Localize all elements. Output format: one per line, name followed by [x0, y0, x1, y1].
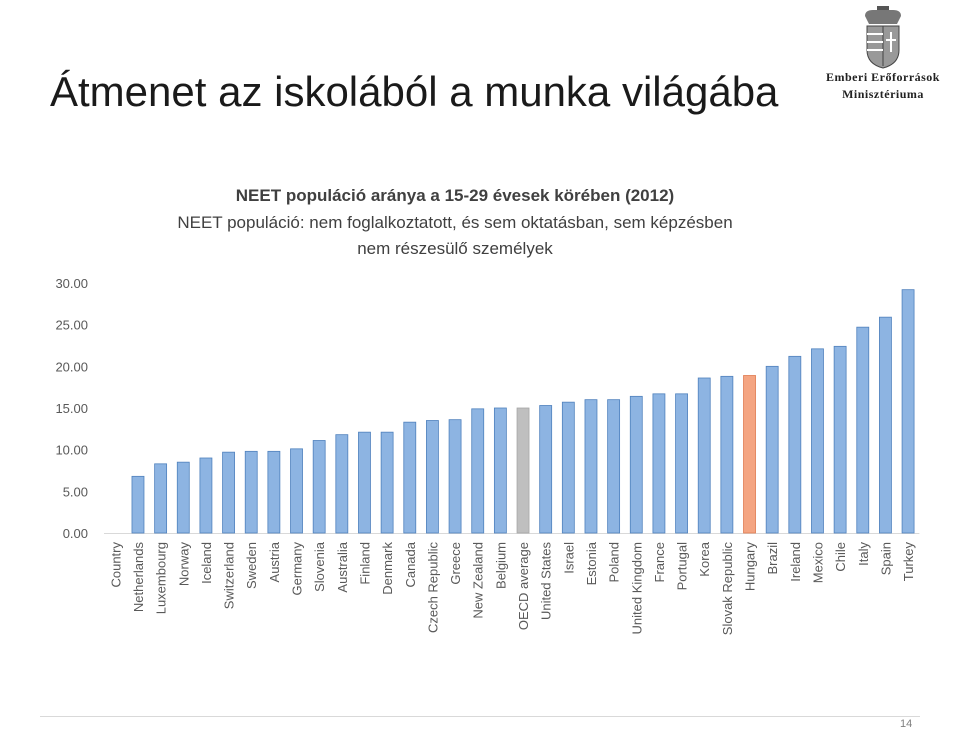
bar-new-zealand [471, 408, 485, 534]
x-tick-label: Netherlands [131, 542, 146, 613]
ministry-name-line2: Minisztériuma [842, 87, 924, 101]
x-tick-label: Norway [176, 542, 191, 587]
bar-australia [335, 434, 349, 534]
x-tick-label: New Zealand [471, 542, 486, 619]
chart-subtitle-line1: NEET populáció: nem foglalkoztatott, és … [177, 213, 733, 232]
bar-canada [403, 421, 417, 534]
bar-belgium [493, 407, 507, 534]
bar-chile [833, 345, 847, 534]
y-tick-label: 30.00 [55, 276, 88, 291]
x-tick-label: Czech Republic [425, 542, 440, 634]
x-tick-label: Iceland [199, 542, 214, 584]
bar-korea [697, 377, 711, 534]
x-tick-label: Spain [878, 542, 893, 575]
bar-czech-republic [426, 420, 439, 534]
x-tick-label: France [652, 542, 667, 582]
x-tick-label: Brazil [765, 542, 780, 575]
x-tick-label: Slovak Republic [720, 542, 735, 636]
x-tick-label: Portugal [675, 542, 690, 591]
bar-oecd-average [516, 407, 530, 534]
x-tick-label: OECD average [516, 542, 531, 630]
x-tick-label: Slovenia [312, 541, 327, 592]
bar-germany [290, 448, 303, 534]
x-tick-label: Denmark [380, 542, 395, 595]
x-tick-label: Belgium [493, 542, 508, 589]
bar-ireland [788, 355, 802, 534]
bar-poland [607, 399, 621, 534]
bar-spain [879, 316, 892, 534]
y-tick-label: 20.00 [55, 359, 88, 374]
bar-slovak-republic [720, 375, 734, 534]
bar-italy [856, 326, 870, 534]
chart-subtitle-line2: nem részesülő személyek [357, 239, 553, 258]
bar-norway [176, 461, 190, 534]
bar-france [652, 393, 666, 534]
x-tick-label: Austria [267, 541, 282, 582]
y-tick-label: 0.00 [63, 526, 88, 541]
x-tick-label: Italy [856, 542, 871, 566]
footer-divider [40, 716, 920, 717]
x-tick-label: Sweden [244, 542, 259, 589]
bar-switzerland [222, 451, 235, 534]
y-tick-label: 10.00 [55, 443, 88, 458]
x-tick-label: Korea [697, 541, 712, 576]
x-tick-label: Poland [607, 542, 622, 582]
x-tick-label: Hungary [743, 542, 758, 592]
bar-united-states [539, 405, 553, 534]
x-tick-label: Germany [290, 542, 305, 596]
x-tick-label: Greece [448, 542, 463, 585]
x-tick-label: Canada [403, 541, 418, 587]
y-tick-label: 25.00 [55, 318, 88, 333]
x-tick-label: Israel [561, 542, 576, 574]
bar-hungary [743, 375, 756, 534]
bar-finland [358, 431, 371, 534]
chart-title: NEET populáció aránya a 15-29 évesek kör… [235, 186, 675, 205]
x-tick-label: Luxembourg [154, 542, 169, 614]
bar-sweden [244, 450, 258, 534]
x-tick-label: Australia [335, 541, 350, 592]
bar-united-kingdom [629, 395, 643, 534]
page-number: 14 [900, 718, 913, 730]
x-tick-label: Finland [357, 542, 372, 585]
x-tick-label: Switzerland [222, 542, 237, 609]
bar-netherlands [131, 475, 145, 534]
bar-austria [267, 450, 281, 534]
bar-turkey [901, 289, 915, 534]
x-tick-label: Ireland [788, 542, 803, 582]
x-tick-label: Estonia [584, 541, 599, 585]
x-tick-label: United Kingdom [629, 542, 644, 635]
bar-luxembourg [154, 463, 168, 534]
coat-of-arms-icon [865, 6, 901, 69]
bar-slovenia [312, 440, 326, 534]
x-tick-label: Country [108, 542, 123, 588]
x-tick-label: Chile [833, 542, 848, 572]
x-tick-label: Mexico [810, 542, 825, 583]
bar-brazil [765, 365, 779, 534]
bar-portugal [675, 393, 688, 534]
bar-denmark [380, 431, 394, 534]
x-tick-label: Turkey [901, 542, 916, 582]
y-tick-label: 15.00 [55, 401, 88, 416]
x-tick-label: United States [539, 542, 554, 621]
ministry-name-line1: Emberi Erőforrások [826, 70, 940, 84]
bar-iceland [199, 457, 213, 534]
y-tick-label: 5.00 [63, 484, 88, 499]
slide-title: Átmenet az iskolából a munka világába [50, 68, 779, 115]
bar-israel [561, 401, 575, 534]
bar-mexico [811, 348, 824, 534]
bar-greece [448, 419, 462, 534]
bar-estonia [584, 399, 598, 534]
